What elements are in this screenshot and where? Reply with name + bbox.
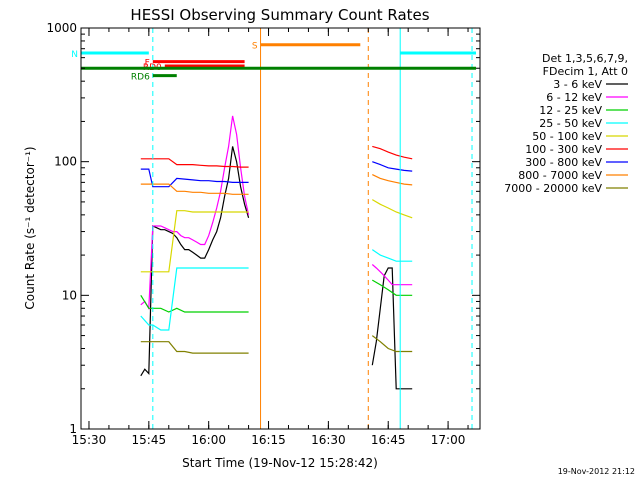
series-line-8-seg-0 [140,341,249,354]
y-tick-label-3: 1000 [46,21,77,35]
legend-label-1: 6 - 12 keV [546,91,602,104]
y-axis-label: Count Rate (s⁻¹ detector⁻¹) [23,146,37,309]
series-line-2-seg-1 [372,279,413,296]
legend-header-1: FDecim 1, Att 0 [543,65,628,78]
flag-label-0: N [71,50,78,60]
x-tick-label-5: 16:45 [371,433,406,447]
y-axis: 1 10 100 1000 [46,21,480,436]
series-layer [140,115,413,390]
legend-label-3: 25 - 50 keV [539,117,602,130]
x-tick-label-4: 16:30 [311,433,346,447]
series-line-3-seg-1 [371,249,413,262]
legend-label-8: 7000 - 20000 keV [504,182,602,195]
legend: Det 1,3,5,6,7,9,FDecim 1, Att 03 - 6 keV… [504,52,628,195]
series-line-5-seg-1 [372,145,413,160]
series-line-4-seg-1 [371,199,413,219]
legend-label-4: 50 - 100 keV [532,130,602,143]
legend-label-6: 300 - 800 keV [525,156,602,169]
series-line-6-seg-0 [140,168,249,188]
series-line-1-seg-0 [140,115,250,311]
series-line-6-seg-1 [372,161,413,172]
x-tick-label-1: 15:45 [132,433,167,447]
y-tick-label-2: 100 [54,155,77,169]
series-line-4-seg-0 [140,210,249,273]
series-line-0-seg-1 [371,267,413,390]
x-tick-label-6: 17:00 [431,433,466,447]
legend-label-0: 3 - 6 keV [553,78,602,91]
series-line-3-seg-0 [140,267,249,331]
series-line-5-seg-0 [140,158,249,168]
x-axis: 15:30 15:45 16:00 16:15 16:30 16:45 17:00 [72,28,469,447]
chart-title: HESSI Observing Summary Count Rates [130,6,429,24]
x-axis-label: Start Time (19-Nov-12 15:28:42) [182,456,378,470]
y-tick-label-0: 1 [69,422,77,436]
series-line-0-seg-0 [140,146,250,377]
flag-label-5: RD6 [131,73,150,83]
vertical-markers [152,28,473,429]
legend-header-0: Det 1,3,5,6,7,9, [542,52,628,65]
x-tick-label-2: 16:00 [191,433,226,447]
series-line-7-seg-1 [372,174,413,186]
series-line-8-seg-1 [371,335,413,353]
series-line-7-seg-0 [140,183,249,195]
flag-label-3: S [252,42,258,52]
flag-bars: NFRD0SRD6 [71,42,477,83]
legend-label-7: 800 - 7000 keV [518,169,602,182]
y-tick-label-1: 10 [62,288,77,302]
series-line-1-seg-1 [371,264,413,286]
series-line-2-seg-0 [140,294,249,313]
x-tick-label-3: 16:15 [251,433,286,447]
x-tick-label-0: 15:30 [72,433,107,447]
flag-label-1: F [145,59,150,69]
timestamp: 19-Nov-2012 21:12 [558,467,635,476]
legend-label-2: 12 - 25 keV [539,104,602,117]
legend-label-5: 100 - 300 keV [525,143,602,156]
plot-frame [80,27,481,430]
